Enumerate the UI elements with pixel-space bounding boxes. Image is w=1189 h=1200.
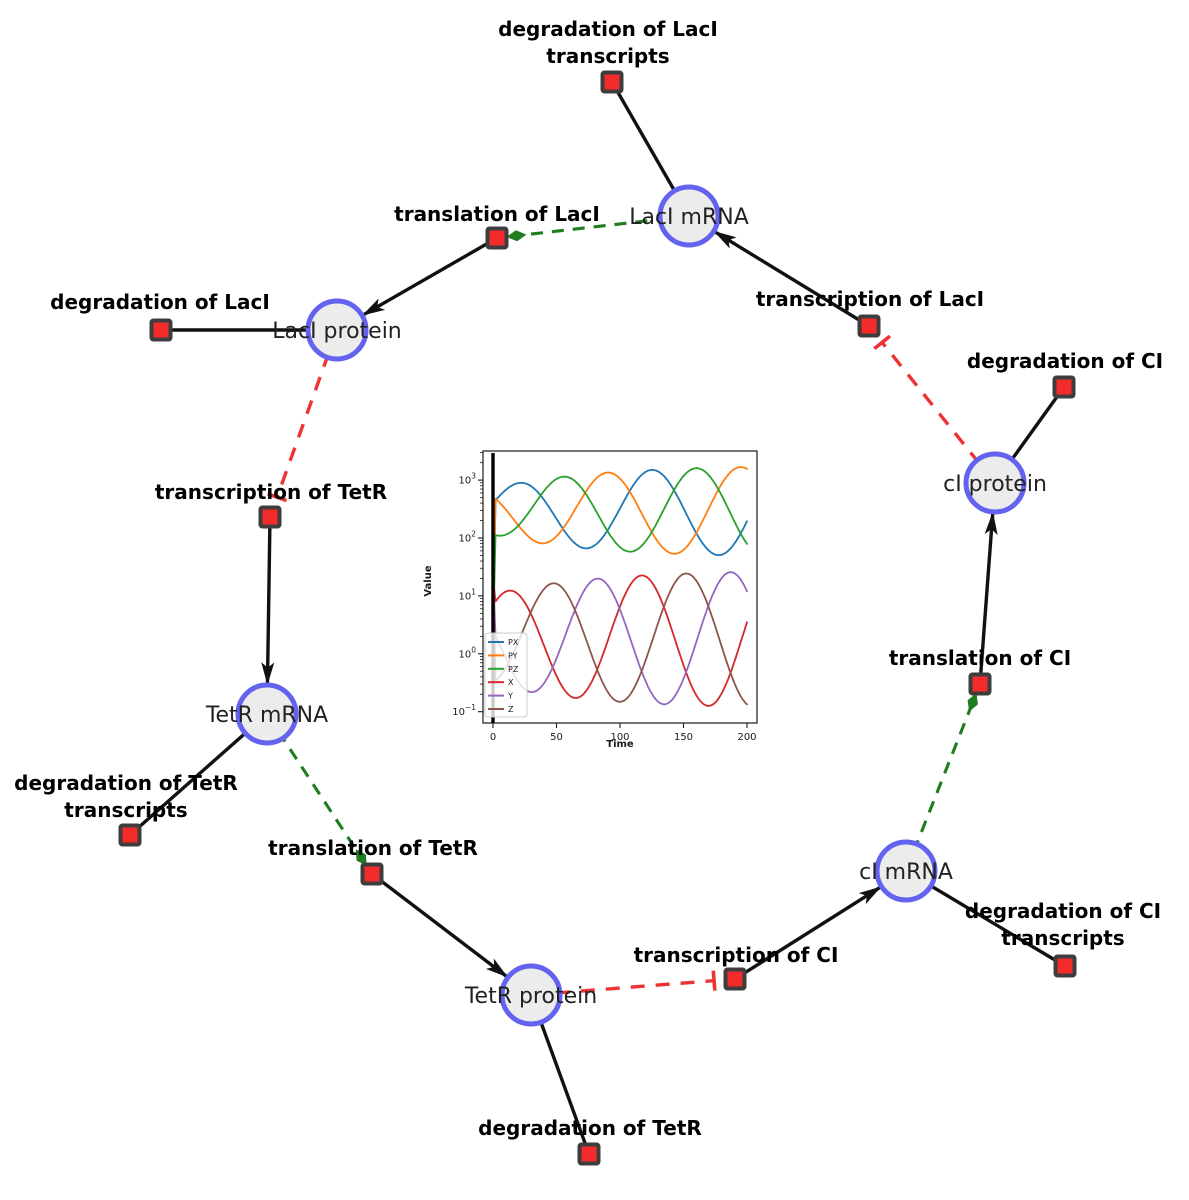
reaction-node-deg-ci-transcripts[interactable] [1053, 954, 1077, 978]
y-tick-label: 10−1 [452, 703, 476, 718]
reaction-label-transcription-laci: transcription of LacI [756, 287, 984, 311]
edge-production-transcription-laci-to-laci-mrna [713, 230, 870, 328]
curve-PX [492, 468, 748, 638]
reaction-label-deg-ci-transcripts-line1: degradation of CI [965, 899, 1161, 923]
species-node-ci-mrna[interactable] [874, 839, 938, 903]
species-node-ci-protein[interactable] [963, 451, 1027, 515]
edge-production-translation-tetr-to-tetr-protein [370, 872, 509, 978]
legend-entry-PX: PX [508, 638, 519, 647]
curve-X [492, 574, 748, 707]
reaction-node-translation-tetr[interactable] [360, 862, 384, 886]
chart-legend: PX PY PZ XYZ [484, 632, 528, 718]
species-label-tetr-protein: TetR protein [464, 984, 597, 1009]
reaction-label-translation-laci: translation of LacI [394, 202, 600, 226]
chart-curves [492, 466, 748, 707]
chart-xlabel: Time [606, 739, 634, 750]
reaction-node-deg-laci-transcripts[interactable] [600, 70, 624, 94]
reaction-node-translation-ci[interactable] [968, 672, 992, 696]
reaction-node-translation-laci[interactable] [485, 226, 509, 250]
reaction-label-transcription-tetr: transcription of TetR [155, 480, 387, 504]
species-label-ci-mrna: cI mRNA [859, 860, 953, 885]
y-tick-label: 102 [458, 530, 476, 545]
edge-production-transcription-tetr-to-tetr-mrna [261, 516, 275, 686]
reaction-label-deg-ci: degradation of CI [967, 349, 1163, 373]
y-tick-label: 103 [458, 472, 476, 487]
x-tick-label: 200 [737, 732, 756, 743]
species-label-laci-protein: LacI protein [272, 319, 402, 344]
species-node-laci-protein[interactable] [305, 298, 369, 362]
reaction-node-transcription-laci[interactable] [857, 314, 881, 338]
reaction-node-deg-tetr-transcripts[interactable] [118, 823, 142, 847]
species-node-laci-mrna[interactable] [657, 184, 721, 248]
reaction-label-deg-ci-transcripts-line2: transcripts [1001, 926, 1124, 950]
edge-production-translation-laci-to-laci-protein [361, 236, 498, 317]
reaction-label-translation-tetr: translation of TetR [268, 836, 478, 860]
species-label-ci-protein: cI protein [943, 472, 1047, 497]
species-node-tetr-mrna[interactable] [235, 682, 299, 746]
curve-PY [492, 466, 748, 638]
nodes-layer [118, 70, 1077, 1166]
legend-entry-PZ: PZ [508, 665, 519, 674]
chart-ylabel: Value [423, 565, 434, 596]
x-tick-label: 50 [550, 732, 563, 743]
legend-box [484, 632, 528, 718]
curve-PZ [492, 467, 748, 638]
legend-entry-Y: Y [507, 692, 513, 701]
reaction-label-deg-tetr-transcripts-line2: transcripts [64, 798, 187, 822]
legend-entry-Z: Z [508, 705, 514, 714]
reaction-label-deg-laci-transcripts-line1: degradation of LacI [498, 17, 718, 41]
reaction-label-deg-laci-transcripts-line2: transcripts [546, 44, 669, 68]
reaction-label-deg-tetr: degradation of TetR [478, 1116, 702, 1140]
y-tick-label: 100 [458, 645, 476, 660]
reaction-node-deg-tetr[interactable] [577, 1142, 601, 1166]
reaction-node-deg-laci[interactable] [149, 318, 173, 342]
edge-production-translation-ci-to-ci-protein [978, 511, 998, 685]
reaction-label-deg-tetr-transcripts-line1: degradation of TetR [14, 771, 238, 795]
reaction-label-deg-laci: degradation of LacI [50, 290, 270, 314]
reaction-node-deg-ci[interactable] [1052, 375, 1076, 399]
x-tick-label: 0 [490, 732, 496, 743]
reaction-label-translation-ci: translation of CI [889, 646, 1071, 670]
y-tick-label: 101 [458, 587, 476, 602]
plot-background [483, 451, 757, 723]
curve-Y [492, 571, 748, 706]
x-tick-label: 100 [610, 732, 629, 743]
x-tick-label: 150 [674, 732, 693, 743]
legend-entry-X: X [508, 678, 514, 687]
species-node-tetr-protein[interactable] [499, 963, 563, 1027]
reaction-node-transcription-ci[interactable] [723, 967, 747, 991]
edge-production-transcription-ci-to-ci-mrna [734, 886, 882, 981]
species-label-tetr-mrna: TetR mRNA [205, 703, 328, 728]
labels-layer: LacI mRNA LacI protein TetR mRNA TetR prote… [14, 17, 1163, 1140]
reaction-node-transcription-tetr[interactable] [258, 505, 282, 529]
curve-Z [492, 571, 748, 706]
species-label-laci-mrna: LacI mRNA [629, 205, 749, 230]
reaction-label-transcription-ci: transcription of CI [634, 943, 839, 967]
legend-entry-PY: PY [508, 651, 518, 660]
